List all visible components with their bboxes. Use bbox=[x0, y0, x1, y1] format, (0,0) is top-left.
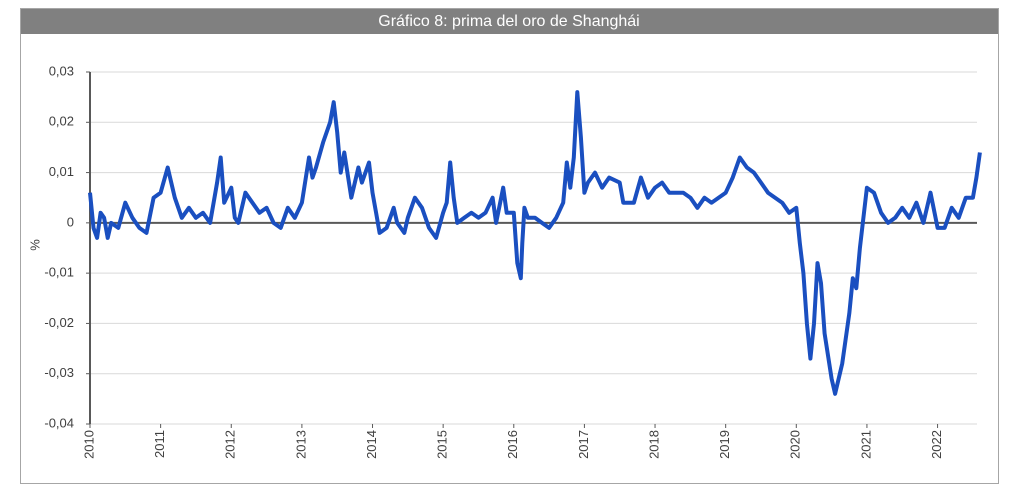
x-tick-label: 2020 bbox=[788, 430, 803, 459]
y-tick-label: 0,03 bbox=[49, 63, 74, 78]
y-tick-label: -0,04 bbox=[44, 415, 74, 430]
x-tick-label: 2012 bbox=[223, 430, 238, 459]
x-tick-label: 2010 bbox=[81, 430, 96, 459]
y-tick-label: 0 bbox=[67, 214, 74, 229]
x-tick-label: 2014 bbox=[364, 430, 379, 459]
y-axis-label: % bbox=[27, 239, 42, 251]
x-tick-label: 2016 bbox=[505, 430, 520, 459]
x-tick-label: 2017 bbox=[576, 430, 591, 459]
y-tick-label: -0,02 bbox=[44, 315, 74, 330]
y-tick-label: 0,01 bbox=[49, 164, 74, 179]
title-bar bbox=[21, 9, 998, 34]
x-tick-label: 2011 bbox=[152, 430, 167, 458]
y-tick-label: -0,01 bbox=[44, 265, 74, 280]
x-tick-label: 2022 bbox=[929, 430, 944, 459]
frame bbox=[20, 8, 999, 484]
chart-title: Gráfico 8: prima del oro de Shanghái bbox=[378, 13, 639, 30]
x-tick-label: 2019 bbox=[717, 430, 732, 459]
x-tick-label: 2018 bbox=[646, 430, 661, 459]
y-tick-label: -0,03 bbox=[44, 365, 74, 380]
x-tick-label: 2013 bbox=[293, 430, 308, 459]
data-line bbox=[88, 90, 982, 396]
y-tick-label: 0,02 bbox=[49, 114, 74, 129]
x-tick-label: 2021 bbox=[858, 430, 873, 459]
x-tick-label: 2015 bbox=[435, 430, 450, 459]
